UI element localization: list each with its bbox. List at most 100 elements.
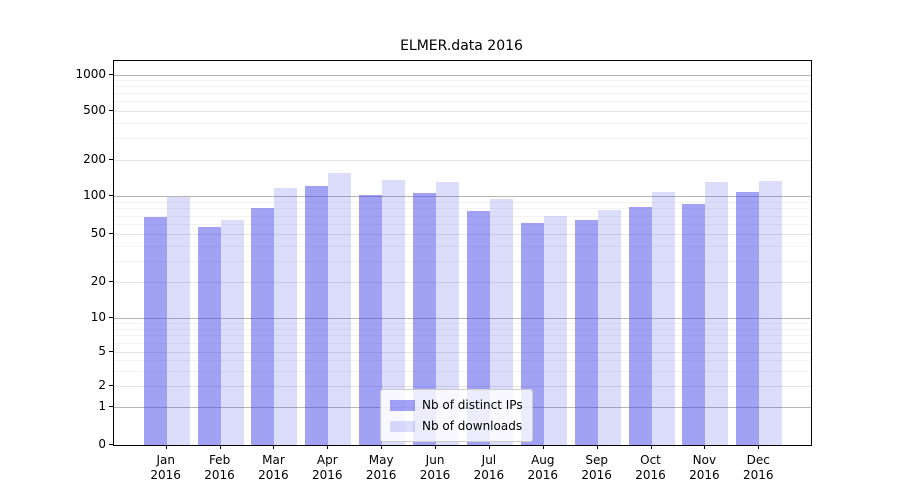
gridline-minor-6 bbox=[114, 342, 811, 344]
bar-distinct-ips-oct-2016 bbox=[628, 206, 652, 445]
bar-downloads-oct-2016 bbox=[651, 192, 675, 445]
bar-distinct-ips-jan-2016 bbox=[143, 217, 167, 445]
x-tick-label-jul-2016: Jul 2016 bbox=[473, 453, 505, 482]
x-tick-label-nov-2016: Nov 2016 bbox=[689, 453, 720, 482]
bar-downloads-jun-2016 bbox=[436, 182, 460, 445]
gridline-minor-9 bbox=[114, 323, 811, 325]
bar-downloads-may-2016 bbox=[382, 180, 406, 445]
gridline-5 bbox=[114, 351, 811, 353]
x-tick-nov-2016 bbox=[704, 445, 706, 449]
gridline-minor-600 bbox=[114, 101, 811, 103]
gridline-200 bbox=[114, 160, 811, 161]
bar-downloads-mar-2016 bbox=[274, 188, 298, 445]
gridline-minor-900 bbox=[114, 80, 811, 82]
bar-downloads-aug-2016 bbox=[543, 216, 567, 445]
gridline-minor-60 bbox=[114, 224, 811, 225]
gridline-minor-40 bbox=[114, 245, 811, 247]
legend-swatch-downloads bbox=[390, 420, 415, 432]
y-tick-50 bbox=[109, 233, 113, 234]
y-tick-label-500: 500 bbox=[83, 103, 106, 117]
y-tick-label-100: 100 bbox=[83, 188, 106, 202]
gridline-minor-8 bbox=[114, 328, 811, 330]
bar-downloads-sep-2016 bbox=[597, 210, 621, 445]
x-tick-label-apr-2016: Apr 2016 bbox=[312, 453, 343, 482]
gridline-50 bbox=[114, 234, 811, 235]
chart-title: ELMER.data 2016 bbox=[400, 38, 523, 54]
x-tick-label-sep-2016: Sep 2016 bbox=[581, 453, 612, 482]
gridline-minor-3 bbox=[114, 370, 811, 372]
x-tick-sep-2016 bbox=[596, 445, 598, 449]
bar-distinct-ips-mar-2016 bbox=[251, 207, 275, 445]
bar-distinct-ips-jun-2016 bbox=[413, 193, 437, 445]
gridline-20 bbox=[114, 282, 811, 283]
bar-downloads-dec-2016 bbox=[759, 180, 783, 445]
bar-downloads-feb-2016 bbox=[220, 220, 244, 445]
y-tick-500 bbox=[109, 110, 113, 111]
y-tick-10 bbox=[109, 317, 113, 318]
gridline-minor-80 bbox=[114, 208, 811, 210]
gridline-minor-90 bbox=[114, 201, 811, 203]
x-tick-apr-2016 bbox=[327, 445, 329, 449]
bar-downloads-jan-2016 bbox=[166, 197, 190, 445]
legend-label-downloads: Nb of downloads bbox=[422, 419, 523, 433]
bar-downloads-apr-2016 bbox=[328, 172, 352, 445]
gridline-minor-800 bbox=[114, 86, 811, 88]
x-tick-aug-2016 bbox=[542, 445, 544, 449]
bar-distinct-ips-sep-2016 bbox=[574, 220, 598, 445]
y-tick-label-50: 50 bbox=[90, 226, 106, 240]
x-tick-label-jan-2016: Jan 2016 bbox=[150, 453, 181, 482]
y-tick-2 bbox=[109, 385, 113, 386]
x-tick-may-2016 bbox=[381, 445, 383, 449]
y-tick-20 bbox=[109, 281, 113, 282]
x-tick-label-may-2016: May 2016 bbox=[365, 453, 397, 482]
x-tick-label-dec-2016: Dec 2016 bbox=[742, 453, 774, 482]
bar-downloads-jul-2016 bbox=[489, 198, 513, 445]
x-tick-mar-2016 bbox=[273, 445, 275, 449]
legend-row-distinct-ips: Nb of distinct IPs bbox=[390, 397, 523, 413]
x-tick-dec-2016 bbox=[758, 445, 760, 449]
legend-row-downloads: Nb of downloads bbox=[390, 418, 523, 434]
x-tick-jun-2016 bbox=[435, 445, 437, 449]
y-tick-label-0: 0 bbox=[98, 437, 106, 451]
bar-distinct-ips-dec-2016 bbox=[736, 191, 760, 445]
gridline-1000 bbox=[114, 74, 811, 76]
x-tick-label-aug-2016: Aug 2016 bbox=[527, 453, 559, 482]
x-tick-label-oct-2016: Oct 2016 bbox=[635, 453, 666, 482]
bar-distinct-ips-feb-2016 bbox=[197, 226, 221, 445]
y-tick-label-1000: 1000 bbox=[75, 66, 106, 81]
plot-area: Nb of distinct IPs Nb of downloads bbox=[113, 60, 812, 446]
y-tick-1 bbox=[109, 406, 113, 407]
y-tick-1000 bbox=[109, 73, 113, 75]
legend-label-distinct-ips: Nb of distinct IPs bbox=[422, 398, 523, 412]
x-tick-label-jun-2016: Jun 2016 bbox=[419, 453, 451, 482]
y-tick-5 bbox=[109, 350, 113, 352]
bar-distinct-ips-nov-2016 bbox=[682, 203, 706, 445]
bar-distinct-ips-apr-2016 bbox=[305, 185, 329, 445]
y-tick-0 bbox=[109, 444, 113, 445]
y-tick-200 bbox=[109, 159, 113, 160]
legend-swatch-distinct-ips bbox=[390, 399, 415, 411]
x-tick-feb-2016 bbox=[219, 445, 221, 449]
y-tick-100 bbox=[109, 195, 113, 196]
gridline-10 bbox=[114, 318, 811, 319]
bar-downloads-nov-2016 bbox=[705, 182, 729, 445]
y-tick-label-200: 200 bbox=[83, 152, 106, 166]
bar-distinct-ips-may-2016 bbox=[359, 195, 383, 445]
y-tick-label-5: 5 bbox=[98, 343, 106, 358]
x-tick-label-feb-2016: Feb 2016 bbox=[204, 453, 235, 482]
x-tick-jan-2016 bbox=[165, 445, 167, 449]
legend: Nb of distinct IPs Nb of downloads bbox=[380, 389, 533, 442]
gridline-500 bbox=[114, 111, 811, 112]
gridline-minor-300 bbox=[114, 138, 811, 140]
gridline-minor-400 bbox=[114, 122, 811, 124]
gridline-100 bbox=[114, 196, 811, 197]
x-tick-jul-2016 bbox=[488, 445, 490, 449]
gridline-minor-30 bbox=[114, 260, 811, 262]
y-tick-label-1: 1 bbox=[98, 399, 106, 413]
y-tick-label-10: 10 bbox=[90, 310, 106, 324]
bar-distinct-ips-jul-2016 bbox=[466, 211, 490, 445]
gridline-2 bbox=[114, 386, 811, 387]
y-tick-label-2: 2 bbox=[98, 378, 106, 392]
gridline-minor-7 bbox=[114, 335, 811, 337]
